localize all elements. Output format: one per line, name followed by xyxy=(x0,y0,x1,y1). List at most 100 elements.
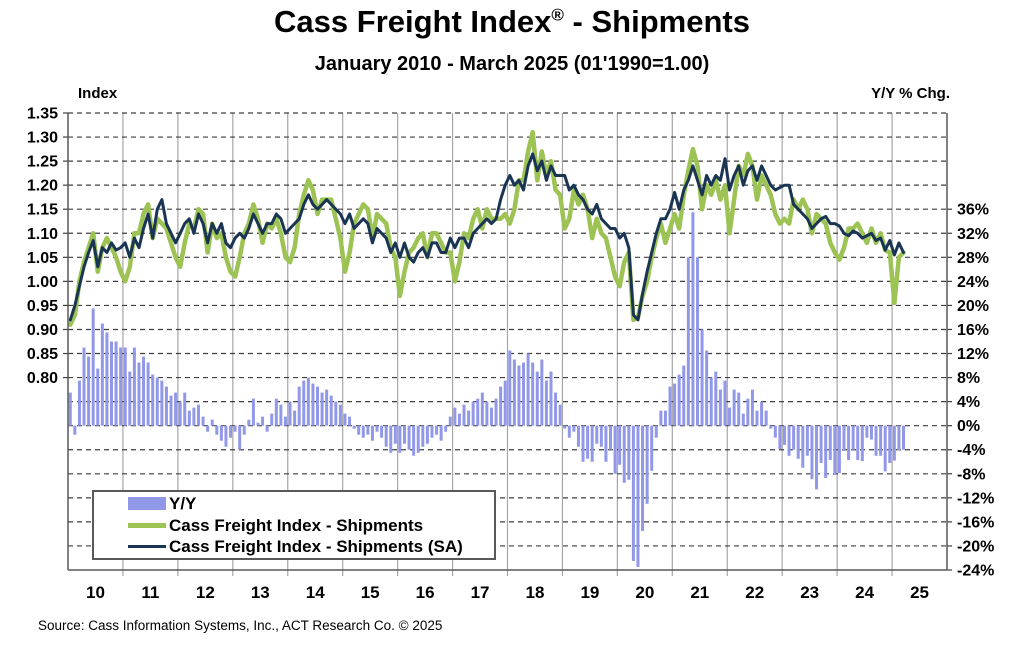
yy-bar xyxy=(192,407,196,426)
yy-bar xyxy=(732,389,736,426)
yy-bar xyxy=(247,419,251,426)
yy-bar xyxy=(778,425,782,450)
yy-bar xyxy=(206,425,210,432)
yy-bar xyxy=(439,425,443,441)
yy-bar xyxy=(398,425,402,453)
yy-bar xyxy=(700,329,704,426)
yy-bar xyxy=(590,425,594,462)
yy-bar xyxy=(151,374,155,426)
svg-text:16%: 16% xyxy=(957,322,989,339)
legend-label-shipments: Cass Freight Index - Shipments xyxy=(169,515,424,535)
yy-bar xyxy=(348,416,352,426)
yy-bar xyxy=(293,410,297,426)
svg-text:12: 12 xyxy=(196,583,215,602)
yy-bar xyxy=(613,425,617,474)
yy-bar xyxy=(338,404,342,426)
svg-text:1.05: 1.05 xyxy=(27,250,58,267)
yy-bar xyxy=(123,347,127,426)
svg-text:1.20: 1.20 xyxy=(27,178,58,195)
svg-text:-12%: -12% xyxy=(957,490,994,507)
legend-item-shipments: Cass Freight Index - Shipments xyxy=(128,515,494,536)
yy-bar xyxy=(178,401,182,426)
svg-text:14: 14 xyxy=(306,583,325,602)
yy-bar xyxy=(741,413,745,426)
yy-bar xyxy=(865,425,869,438)
yy-bar xyxy=(705,350,709,426)
svg-text:1.10: 1.10 xyxy=(27,226,58,243)
yy-bar xyxy=(837,425,841,474)
svg-text:0.95: 0.95 xyxy=(27,298,58,315)
line-shipments-sa xyxy=(68,152,905,322)
svg-text:1.35: 1.35 xyxy=(27,106,58,123)
chart-title-suffix: - Shipments xyxy=(563,4,750,39)
svg-text:1.25: 1.25 xyxy=(27,154,58,171)
yy-bar xyxy=(169,395,173,426)
yy-bar xyxy=(851,425,855,450)
yy-bar xyxy=(782,425,786,445)
shipments-sa-line-swatch xyxy=(128,545,166,549)
yy-bar xyxy=(627,425,631,480)
yy-bar xyxy=(622,425,626,483)
yy-bar xyxy=(824,425,828,478)
yy-bar xyxy=(764,410,768,426)
yy-bar xyxy=(489,407,493,426)
yy-bar xyxy=(531,362,535,426)
yy-bar xyxy=(256,422,260,426)
yy-bar xyxy=(499,386,503,426)
yy-bar xyxy=(554,392,558,426)
yy-bar xyxy=(567,425,571,438)
svg-text:1.15: 1.15 xyxy=(27,202,58,219)
yy-bar xyxy=(480,392,484,426)
svg-text:15: 15 xyxy=(361,583,380,602)
svg-text:18: 18 xyxy=(526,583,545,602)
yy-bar xyxy=(146,362,150,426)
yy-bar xyxy=(421,425,425,447)
yy-bar xyxy=(306,377,310,426)
yy-bar xyxy=(755,410,759,426)
yy-bar xyxy=(109,341,113,426)
yy-bar xyxy=(641,425,645,531)
yy-bar xyxy=(883,425,887,472)
yy-bar xyxy=(343,413,347,426)
yy-bar xyxy=(535,371,539,426)
yy-bar xyxy=(279,404,283,426)
svg-text:1.00: 1.00 xyxy=(27,274,58,291)
yy-bar xyxy=(517,365,521,426)
yy-bar xyxy=(796,425,800,459)
svg-text:0%: 0% xyxy=(957,418,980,435)
yy-bar xyxy=(316,386,320,426)
yy-bar xyxy=(174,392,178,426)
yy-bar xyxy=(311,383,315,426)
yy-bar xyxy=(274,398,278,426)
svg-text:16: 16 xyxy=(416,583,435,602)
yy-bar xyxy=(723,380,727,426)
yy-bar xyxy=(485,401,489,426)
svg-text:-24%: -24% xyxy=(957,563,994,580)
yy-bar xyxy=(183,392,187,426)
svg-text:11: 11 xyxy=(141,583,159,602)
yy-bar xyxy=(760,401,764,426)
svg-text:17: 17 xyxy=(471,583,490,602)
yy-bar xyxy=(82,347,86,426)
yy-bar xyxy=(334,401,338,426)
yy-bar xyxy=(380,425,384,438)
yy-bar xyxy=(77,380,81,426)
yy-bar xyxy=(320,392,324,426)
yy-bar xyxy=(526,353,530,426)
yy-bar xyxy=(128,371,132,426)
yy-bar xyxy=(631,425,635,561)
yy-bar xyxy=(242,425,246,435)
yy-bar xyxy=(384,425,388,447)
yy-bar xyxy=(787,425,791,456)
yy-bar xyxy=(503,380,507,426)
x-axis-labels: 10 11 12 13 14 15 16 17 18 19 20 21 22 23 24 25 xyxy=(86,583,929,602)
svg-text:-8%: -8% xyxy=(957,466,985,483)
legend-item-shipments-sa: Cass Freight Index - Shipments (SA) xyxy=(128,536,494,557)
yy-bar xyxy=(869,425,873,440)
yy-bar xyxy=(329,395,333,426)
legend-item-yy: Y/Y xyxy=(128,493,494,514)
yy-bar xyxy=(453,407,457,426)
legend-label-yy: Y/Y xyxy=(169,493,197,513)
